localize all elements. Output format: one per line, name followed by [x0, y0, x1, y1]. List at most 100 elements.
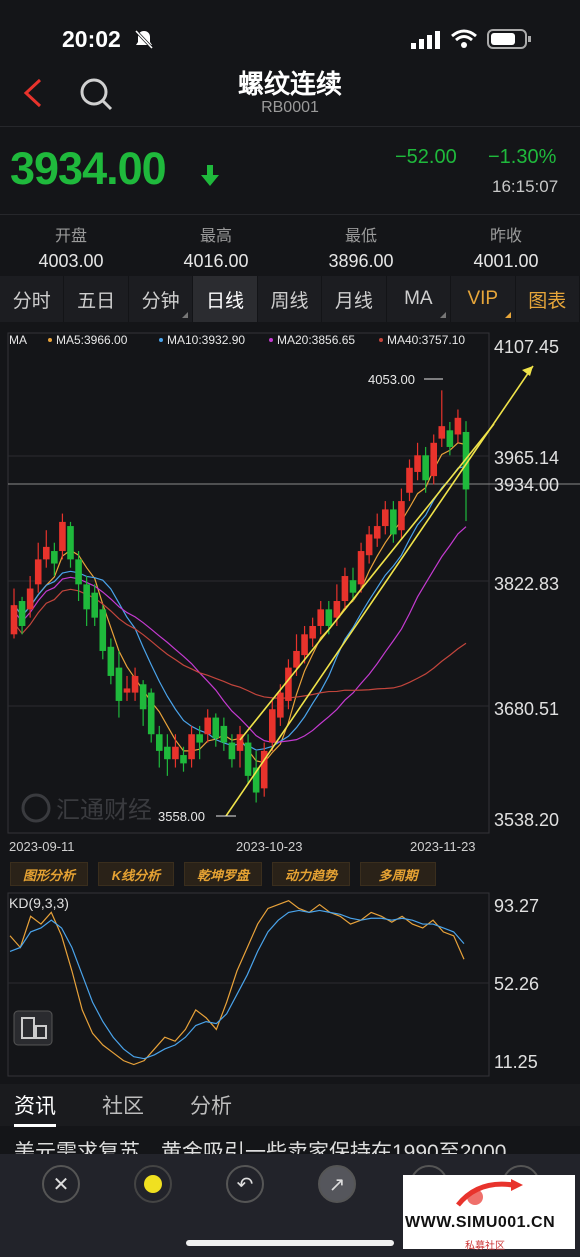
watermark-logo-icon: [21, 793, 51, 823]
high-annotation: 4053.00: [368, 372, 415, 387]
trend-arrow-icon: [522, 366, 533, 376]
candle-body: [285, 667, 292, 701]
tab-minute[interactable]: 分钟: [129, 276, 194, 322]
period-tabs: 分时 五日 分钟 日线 周线 月线 MA VIP 图表: [0, 276, 580, 322]
stat-low: 最低 3896.00: [306, 222, 416, 272]
status-bar: 20:02: [0, 0, 580, 70]
tool-multi-period[interactable]: 多周期: [360, 862, 436, 886]
tool-kline-analysis[interactable]: K线分析: [98, 862, 174, 886]
ma40-dot: [379, 338, 383, 342]
kd-lines: [9, 899, 465, 1066]
kd-tick: 52.26: [494, 974, 539, 994]
tab-ma[interactable]: MA: [387, 276, 452, 322]
price-tick: 3538.20: [494, 810, 559, 830]
page-title: 螺纹连续: [237, 69, 342, 99]
close-icon[interactable]: ✕: [42, 1165, 80, 1203]
candle-body: [373, 526, 381, 539]
stat-label: 开盘: [54, 228, 87, 245]
back-icon[interactable]: [18, 76, 52, 110]
price-tick: 4107.45: [494, 337, 559, 357]
candle-body: [115, 667, 123, 701]
status-time: 20:02: [62, 26, 121, 52]
price-tick-current: 3934.00: [494, 475, 559, 495]
candle-body: [180, 755, 187, 764]
tab-news[interactable]: 资讯: [14, 1095, 56, 1118]
tab-chart-menu[interactable]: 图表: [516, 276, 580, 322]
candle-body: [196, 734, 203, 743]
date-tick: 2023-10-23: [236, 839, 303, 854]
trend-lines: [225, 365, 534, 817]
candle-body: [244, 742, 252, 776]
candle-body: [139, 684, 147, 710]
ma10-legend: MA10:3932.90: [167, 333, 245, 347]
tool-pattern-analysis[interactable]: 图形分析: [10, 862, 88, 886]
watermark-subtext: 私募社区: [465, 1241, 505, 1252]
tab-monthly[interactable]: 月线: [322, 276, 387, 322]
price-tick: 3822.83: [494, 574, 559, 594]
tab-analysis[interactable]: 分析: [190, 1095, 232, 1118]
candle-body: [188, 734, 195, 760]
candle-body: [462, 431, 470, 490]
candle-body: [42, 546, 50, 560]
candle-body: [357, 551, 365, 585]
kd-frame: [7, 892, 490, 1077]
color-picker-button[interactable]: [134, 1165, 172, 1203]
kline-chart[interactable]: 汇通财经 MA MA5:3966.00 MA10:3932.90 MA20:38…: [0, 326, 580, 1086]
low-annotation: 3558.00: [158, 809, 205, 824]
candles: [10, 390, 470, 803]
tab-weekly[interactable]: 周线: [258, 276, 323, 322]
tab-timeshare[interactable]: 分时: [0, 276, 65, 322]
chart-watermark-group: 汇通财经: [21, 793, 152, 824]
signal-icon: [411, 31, 440, 49]
search-icon[interactable]: [76, 74, 116, 114]
candle-body: [252, 767, 260, 793]
d-line: [9, 909, 465, 1060]
tool-momentum-trend[interactable]: 动力趋势: [272, 862, 350, 886]
tab-daily[interactable]: 日线: [193, 276, 258, 322]
stat-label: 昨收: [489, 228, 522, 245]
candle-body: [212, 717, 220, 739]
ma5-line: [13, 442, 467, 764]
candle-body: [75, 559, 82, 585]
trend-line: [239, 423, 495, 741]
ma20-line: [13, 526, 467, 743]
ma40-legend: MA40:3757.10: [387, 333, 465, 347]
candle-body: [406, 467, 413, 493]
bell-muted-icon: [134, 29, 154, 50]
price-change: −52.00: [395, 146, 457, 168]
candle-body: [381, 509, 389, 527]
candle-body: [333, 601, 341, 618]
tab-ma-label: MA: [404, 288, 433, 309]
last-price: 3934.00: [10, 143, 167, 194]
ma5-legend: MA5:3966.00: [56, 333, 128, 347]
candle-body: [293, 650, 300, 668]
candle-body: [204, 717, 212, 735]
home-indicator: [186, 1240, 394, 1246]
news-tabs: [0, 1084, 580, 1126]
chart-watermark: 汇通财经: [56, 797, 152, 824]
price-tick: 3965.14: [494, 448, 559, 468]
dropdown-corner-icon: [504, 312, 511, 318]
tool-compass[interactable]: 乾坤罗盘: [184, 862, 262, 886]
candle-body: [390, 509, 397, 535]
watermark-logo-icon: [456, 1179, 523, 1207]
tab-community[interactable]: 社区: [102, 1095, 144, 1118]
quote-time: 16:15:07: [492, 177, 559, 196]
price-tick: 3680.51: [494, 699, 559, 719]
tab-vip[interactable]: VIP: [451, 276, 516, 322]
ma20-legend: MA20:3856.65: [277, 333, 355, 347]
chart-frame: [7, 332, 490, 834]
stat-high: 最高 4016.00: [161, 222, 271, 272]
stat-value: 4016.00: [183, 251, 249, 271]
yellow-color-icon: [144, 1175, 162, 1193]
fullscreen-icon[interactable]: [13, 1010, 53, 1046]
candle-body: [268, 709, 276, 743]
candle-body: [26, 588, 34, 610]
arrow-tool-icon[interactable]: ↗: [318, 1165, 356, 1203]
tab-five-day[interactable]: 五日: [64, 276, 129, 322]
undo-icon[interactable]: ↶: [226, 1165, 264, 1203]
candle-body: [398, 501, 405, 531]
tab-vip-label: VIP: [467, 288, 499, 309]
candle-body: [438, 426, 446, 439]
candle-body: [59, 521, 66, 552]
